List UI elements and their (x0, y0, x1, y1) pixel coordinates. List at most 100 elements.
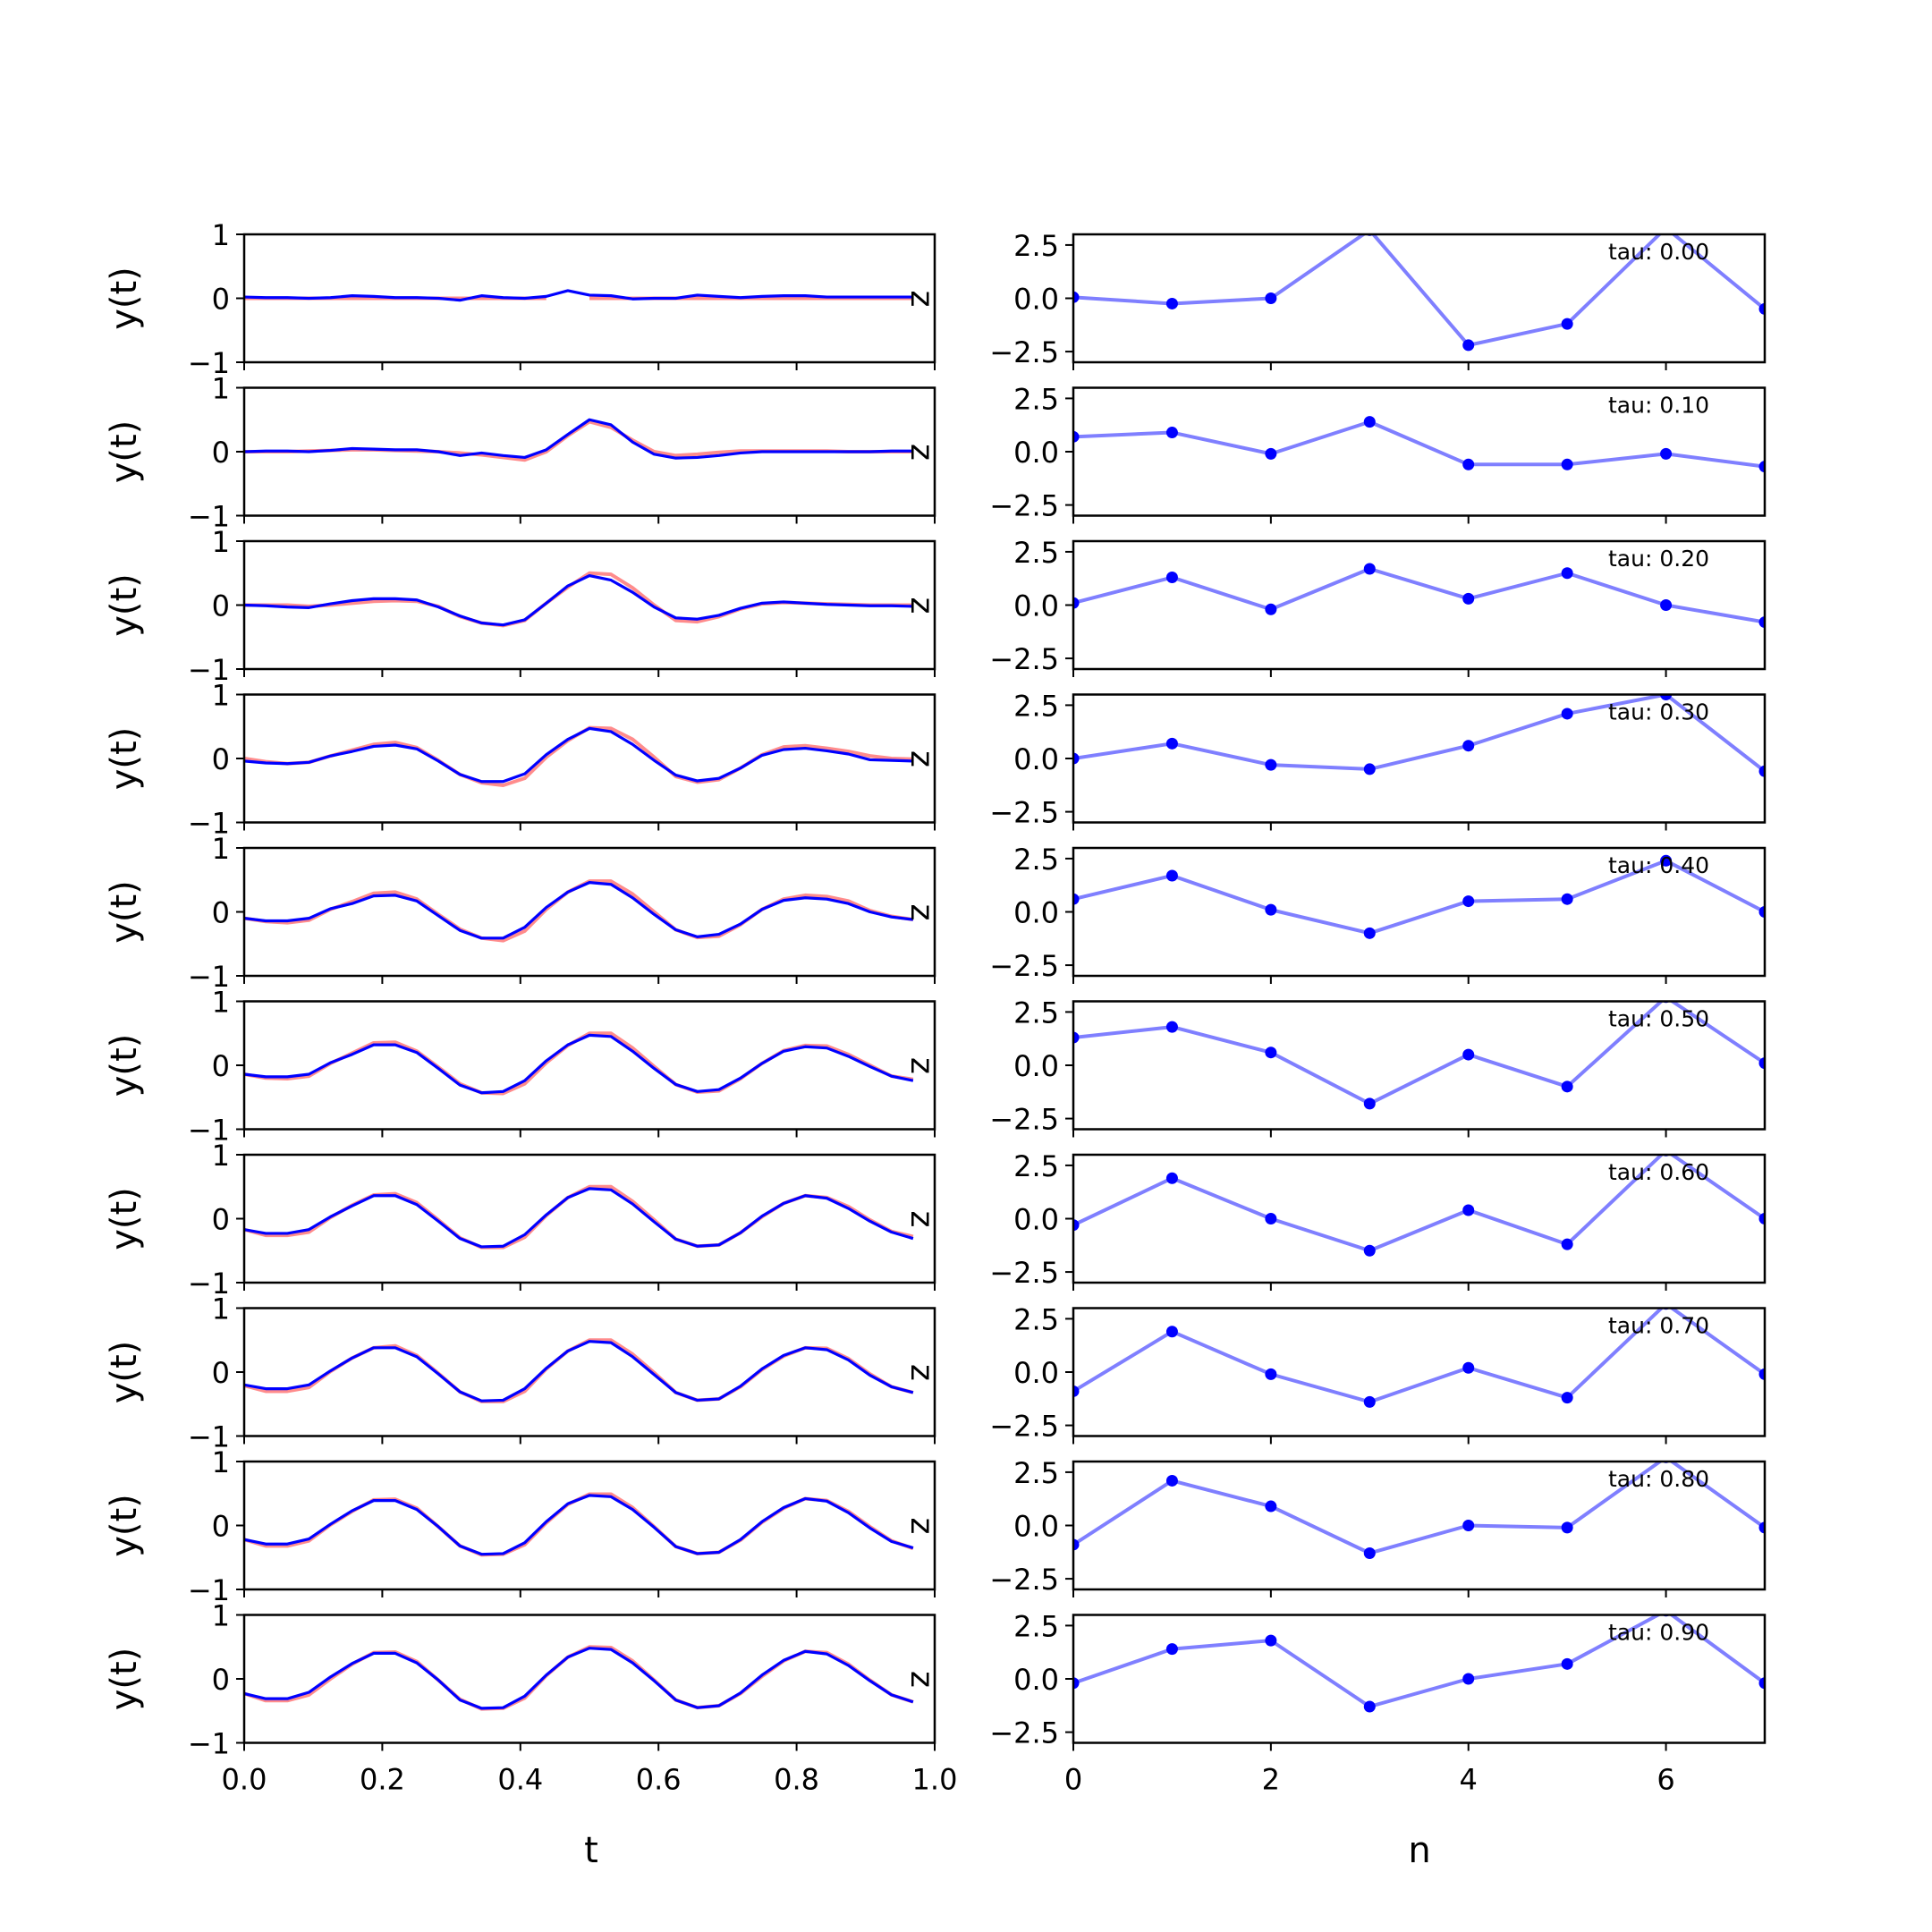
plot-area (244, 725, 913, 788)
y-tick-label: −1 (188, 960, 230, 994)
y-tick-label: −2.5 (989, 1103, 1059, 1137)
y-tick-label: −2.5 (989, 1563, 1059, 1597)
y-axis-label: y(t) (104, 420, 145, 484)
axes-frame (242, 846, 936, 978)
y-axis-label: y(t) (104, 1187, 145, 1250)
y-tick-label: 2.5 (1013, 229, 1059, 263)
y-tick-label: −1 (188, 346, 230, 380)
plot-area (1073, 563, 1765, 629)
coefficient-point (1363, 1244, 1376, 1257)
side-z-label: z (903, 1364, 940, 1381)
y-axis-label: y(t) (104, 880, 145, 944)
x-tick-label: 0.4 (497, 1763, 543, 1797)
plot-area (244, 289, 913, 302)
tau-annotation: tau: 0.30 (1608, 699, 1709, 725)
y-tick-label: −2.5 (989, 1716, 1059, 1750)
coefficient-point (1265, 1634, 1277, 1647)
coefficient-point (1265, 758, 1277, 771)
y-tick-label: 1 (212, 1599, 230, 1633)
coefficient-series-line (1073, 1462, 1765, 1555)
plot-area (1073, 1614, 1765, 1713)
prediction-series-line (244, 289, 913, 302)
plot-area (244, 1031, 914, 1096)
y-tick-label: 0.0 (1013, 1203, 1059, 1237)
plot-area (244, 879, 914, 943)
coefficient-point (1462, 1048, 1475, 1061)
x-tick-label: 1.0 (912, 1763, 958, 1797)
y-axis-label: y(t) (104, 1494, 145, 1557)
tau-annotation: tau: 0.70 (1608, 1313, 1709, 1339)
side-z-label: z (903, 1057, 940, 1074)
y-axis-label: y(t) (104, 1341, 145, 1404)
coefficient-series-line (1073, 859, 1765, 936)
y-tick-label: −1 (188, 807, 230, 841)
coefficient-point (1660, 222, 1672, 233)
y-axis-label: y(t) (104, 727, 145, 791)
coefficient-point (1073, 752, 1080, 765)
y-tick-label: −1 (188, 653, 230, 687)
coefficient-point (1561, 1080, 1573, 1093)
side-z-label: z (903, 444, 940, 461)
side-z-label: z (903, 597, 940, 614)
y-tick-label: 1 (212, 218, 230, 252)
side-z-label: z (903, 750, 940, 767)
prediction-series-line (244, 1494, 914, 1556)
prediction-series-line (244, 1187, 914, 1249)
y-tick-label: −2.5 (989, 489, 1059, 523)
plot-area (1073, 1001, 1765, 1110)
left-subplot: −1 0 1 y(t) z (104, 1139, 940, 1301)
axes-frame (242, 1000, 936, 1131)
y-tick-label: 2.5 (1013, 843, 1059, 877)
coefficient-point (1073, 893, 1080, 905)
y-tick-label: 0.0 (1013, 1356, 1059, 1390)
plot-area (244, 571, 913, 628)
right-x-axis-label: n (1408, 1830, 1430, 1871)
side-z-label: z (903, 1518, 940, 1535)
y-tick-label: 0 (212, 896, 230, 930)
coefficient-point (1073, 1538, 1080, 1551)
coefficient-point (1758, 461, 1765, 473)
coefficient-point (1561, 1238, 1573, 1250)
plot-area (1073, 222, 1765, 352)
coefficient-point (1758, 1057, 1765, 1070)
coefficient-point (1265, 1368, 1277, 1380)
side-z-label: z (903, 291, 940, 308)
coefficient-point (1758, 1213, 1765, 1224)
left-subplot: −1 0 1 y(t) z (104, 986, 940, 1148)
coefficient-point (1660, 854, 1673, 867)
y-tick-label: −2.5 (989, 335, 1059, 369)
prediction-series-line (244, 574, 913, 627)
coefficient-point (1073, 1219, 1080, 1232)
y-tick-label: −1 (188, 1727, 230, 1761)
axes-frame (242, 1460, 936, 1591)
y-tick-label: 0 (212, 1663, 230, 1697)
y-tick-label: 0.0 (1013, 742, 1059, 776)
coefficient-point (1165, 572, 1178, 584)
tau-annotation: tau: 0.50 (1608, 1006, 1709, 1032)
plot-area (1073, 416, 1765, 473)
coefficient-point (1265, 603, 1277, 615)
coefficient-point (1073, 1385, 1080, 1397)
y-tick-label: 1 (212, 679, 230, 713)
coefficient-point (1265, 1500, 1277, 1513)
y-tick-label: 0.0 (1013, 436, 1059, 470)
side-z-label: z (903, 1671, 940, 1688)
axes-frame (242, 1614, 936, 1744)
coefficient-point (1265, 1046, 1277, 1059)
side-z-label: z (903, 1211, 940, 1228)
coefficient-point (1561, 567, 1573, 580)
coefficient-series-line (1073, 1308, 1765, 1404)
coefficient-point (1265, 1213, 1277, 1224)
tau-annotation: tau: 0.10 (1608, 393, 1709, 419)
coefficient-point (1462, 458, 1475, 470)
y-tick-label: 2.5 (1013, 689, 1059, 723)
y-tick-label: 1 (212, 1139, 230, 1173)
coefficient-point (1660, 447, 1673, 460)
y-tick-label: 0 (212, 1049, 230, 1083)
coefficient-series-line (1073, 234, 1765, 347)
plot-area (1073, 1308, 1765, 1408)
left-subplot: −1 0 1 y(t) z (104, 679, 940, 841)
y-tick-label: 1 (212, 1292, 230, 1326)
plot-area (244, 1338, 914, 1403)
y-tick-label: 0 (212, 436, 230, 470)
